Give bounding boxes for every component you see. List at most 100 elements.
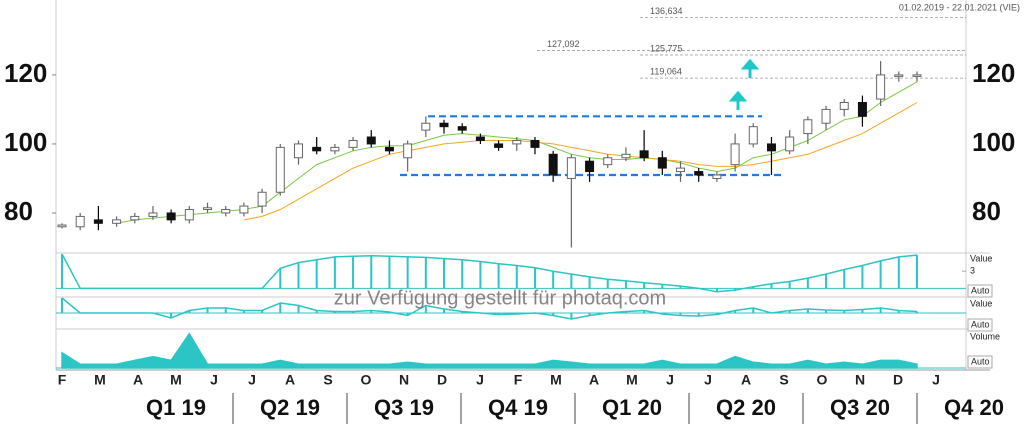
quarter-label: Q4 20 xyxy=(944,395,1004,420)
month-label: N xyxy=(399,372,409,388)
candle-body xyxy=(93,219,103,224)
quarter-label: Q2 19 xyxy=(260,395,320,420)
candle-body xyxy=(603,157,613,166)
month-label: S xyxy=(779,372,788,388)
month-label: M xyxy=(626,372,638,388)
month-label: J xyxy=(210,372,218,388)
candle-body xyxy=(384,146,394,152)
candle-body xyxy=(348,139,358,148)
candle-body xyxy=(766,143,776,152)
candle-body xyxy=(148,212,158,217)
candle-body xyxy=(548,153,558,176)
quarter-label: Q3 20 xyxy=(830,395,890,420)
candle-body xyxy=(912,74,922,77)
candle-body xyxy=(475,136,485,141)
candle-body xyxy=(330,146,340,152)
panel-tick-label: 3 xyxy=(970,266,975,276)
volume-area xyxy=(61,332,918,369)
candle-body xyxy=(57,224,67,228)
candle-body xyxy=(585,160,595,173)
candle-body xyxy=(512,139,522,145)
quarter-label: Q2 20 xyxy=(716,395,776,420)
candle-body xyxy=(257,191,267,207)
y-tick-label-right: 120 xyxy=(972,58,1015,88)
candle-body xyxy=(694,171,704,176)
moving-average xyxy=(243,102,918,221)
month-label: J xyxy=(704,372,712,388)
candle-body xyxy=(730,143,740,166)
candle-body xyxy=(839,102,849,110)
candle-body xyxy=(403,143,413,159)
level-label: 127,092 xyxy=(547,39,580,49)
candle-body xyxy=(203,207,213,211)
month-label: J xyxy=(248,372,256,388)
candle-body xyxy=(857,102,867,117)
panel-label: Value xyxy=(970,253,992,263)
candle-body xyxy=(184,209,194,221)
level-label: 125,775 xyxy=(650,43,683,53)
scale-button[interactable] xyxy=(967,318,993,332)
panel-scale: Auto xyxy=(971,356,990,366)
chart-layer: 80 80 100 100 120 120 136,634 127,092 125,775 119… xyxy=(4,6,1015,424)
month-label: M xyxy=(550,372,562,388)
candle-body xyxy=(75,215,85,228)
candle-body xyxy=(657,157,667,169)
candle-body xyxy=(366,136,376,145)
month-label: M xyxy=(170,372,182,388)
watermark: zur Verfügung gestellt für photaq.com xyxy=(334,287,666,309)
candle-body xyxy=(421,122,431,131)
candle-body xyxy=(166,212,176,221)
month-label: J xyxy=(476,372,484,388)
arrow-up xyxy=(740,58,760,78)
candle-body xyxy=(530,139,540,148)
scale-button[interactable] xyxy=(967,284,993,298)
month-label: S xyxy=(323,372,332,388)
quarter-label: Q4 19 xyxy=(488,395,548,420)
month-label: F xyxy=(58,372,67,388)
quarter-label: Q1 19 xyxy=(146,395,206,420)
candle-body xyxy=(676,167,686,173)
month-label: J xyxy=(666,372,674,388)
level-label: 119,064 xyxy=(650,67,682,77)
candle-body xyxy=(239,205,249,214)
quarter-label: Q1 20 xyxy=(602,395,662,420)
month-label: O xyxy=(361,372,372,388)
month-label: A xyxy=(741,372,751,388)
indicator-line xyxy=(61,297,918,320)
y-tick-label: 80 xyxy=(4,196,33,226)
month-label: M xyxy=(94,372,106,388)
candle-body xyxy=(439,122,449,128)
month-label: O xyxy=(817,372,828,388)
month-label: N xyxy=(855,372,865,388)
candle-body xyxy=(457,126,467,131)
scale-button[interactable] xyxy=(967,355,993,369)
panel-scale: Auto xyxy=(971,285,990,295)
candle-body xyxy=(803,119,813,135)
candle-body xyxy=(821,108,831,124)
month-label: A xyxy=(589,372,599,388)
candle-body xyxy=(112,219,122,224)
month-label: D xyxy=(437,372,447,388)
candle-body xyxy=(748,126,758,145)
y-tick-label-right: 80 xyxy=(972,196,1001,226)
arrow-up xyxy=(728,90,748,110)
candle-body xyxy=(712,174,722,179)
y-tick-label: 120 xyxy=(4,58,47,88)
date-range: 01.02.2019 - 22.01.2021 (VIE) xyxy=(899,2,1020,12)
candle-body xyxy=(876,74,886,100)
candle-body xyxy=(312,146,322,152)
panel-label: Value xyxy=(970,298,992,308)
y-tick-label: 100 xyxy=(4,127,47,157)
candle-body xyxy=(894,74,904,77)
month-label: A xyxy=(133,372,143,388)
candle-body xyxy=(221,209,231,214)
month-label: J xyxy=(932,372,940,388)
month-label: A xyxy=(285,372,295,388)
candle-body xyxy=(130,215,140,221)
quarter-label: Q3 19 xyxy=(374,395,434,420)
indicator-line xyxy=(61,253,918,293)
month-label: F xyxy=(514,372,523,388)
candle-body xyxy=(494,143,504,148)
candle-body xyxy=(785,136,795,152)
